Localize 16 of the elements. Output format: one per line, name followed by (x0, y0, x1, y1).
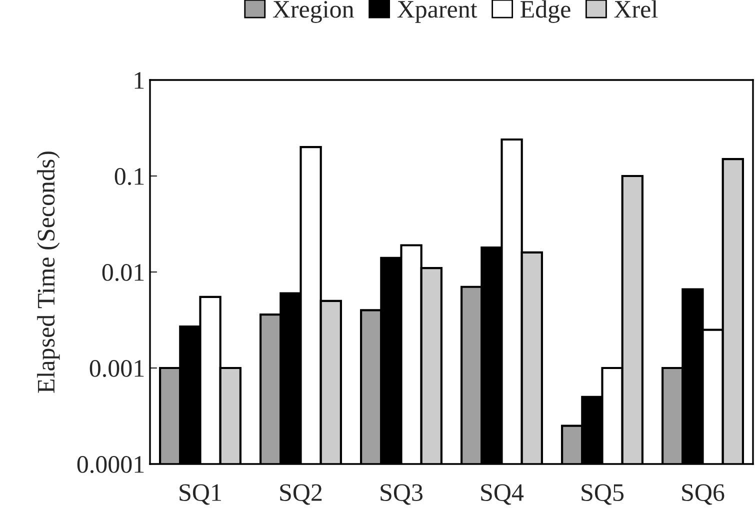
x-tick-label: SQ6 (682, 484, 724, 505)
y-tick-label: 0.0001 (77, 456, 144, 474)
legend-label: Xparent (397, 1, 478, 23)
y-axis-title: Elapsed Time (Seconds) (37, 152, 60, 393)
legend-label: Edge (520, 0, 570, 23)
legend-label: Xregion (272, 0, 354, 23)
x-tick-label: SQ5 (582, 484, 624, 505)
x-tick-label: SQ3 (380, 484, 423, 505)
y-tick-label: 1 (134, 72, 144, 89)
y-tick-label: 0.001 (90, 360, 144, 378)
y-tick-label: 0.1 (114, 168, 144, 186)
x-tick-label: SQ1 (180, 484, 221, 505)
x-tick-label: SQ2 (280, 484, 322, 505)
legend-label: Xrel (614, 0, 658, 18)
y-tick-label: 0.01 (102, 264, 144, 282)
x-tick-label: SQ4 (481, 484, 524, 505)
